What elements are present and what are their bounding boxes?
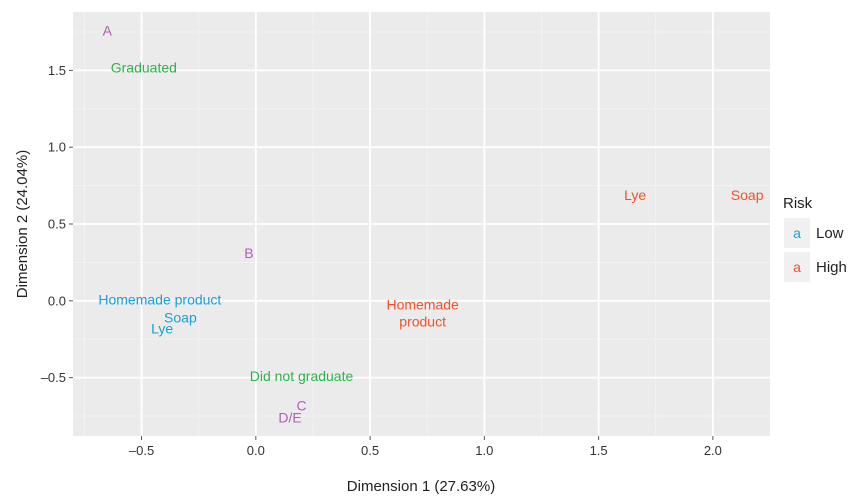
- legend-key: [784, 252, 810, 282]
- grid-lines: [73, 12, 770, 436]
- y-tick-label: 0.0: [48, 293, 66, 308]
- x-tick-label: 1.0: [475, 443, 493, 458]
- point-label: Soap: [164, 310, 197, 326]
- x-tick-label: 1.5: [590, 443, 608, 458]
- point-label: Homemade product: [386, 297, 459, 330]
- x-tick-label: 0.0: [247, 443, 265, 458]
- y-tick-label: 1.0: [48, 140, 66, 155]
- x-tick-label: 0.5: [361, 443, 379, 458]
- point-label: B: [244, 245, 253, 261]
- y-axis: –0.5 0.0 0.5 1.0 1.5: [41, 63, 73, 385]
- point-label: A: [103, 22, 113, 38]
- legend-label: Low: [816, 225, 844, 242]
- y-tick-label: 0.5: [48, 217, 66, 232]
- x-tick-label: 2.0: [704, 443, 722, 458]
- point-label: C: [296, 397, 306, 413]
- point-label: Homemade product: [98, 291, 221, 307]
- legend-glyph: a: [793, 225, 801, 241]
- y-tick-label: 1.5: [48, 63, 66, 78]
- point-label: Soap: [731, 187, 764, 203]
- legend-title: Risk: [783, 195, 813, 212]
- point-label: Lye: [624, 187, 646, 203]
- point-label: Graduated: [111, 59, 177, 75]
- x-axis: –0.5 0.0 0.5 1.0 1.5 2.0: [129, 436, 722, 458]
- legend-glyph: a: [793, 259, 801, 275]
- y-tick-label: –0.5: [41, 370, 66, 385]
- legend-key: [784, 218, 810, 248]
- x-tick-label: –0.5: [129, 443, 154, 458]
- y-axis-title: Dimension 2 (24.04%): [14, 150, 31, 298]
- point-label: Did not graduate: [250, 368, 354, 384]
- point-label: D/E: [278, 410, 301, 426]
- x-axis-title: Dimension 1 (27.63%): [347, 478, 495, 495]
- point-label: Lye: [151, 320, 173, 336]
- legend-label: High: [816, 259, 847, 276]
